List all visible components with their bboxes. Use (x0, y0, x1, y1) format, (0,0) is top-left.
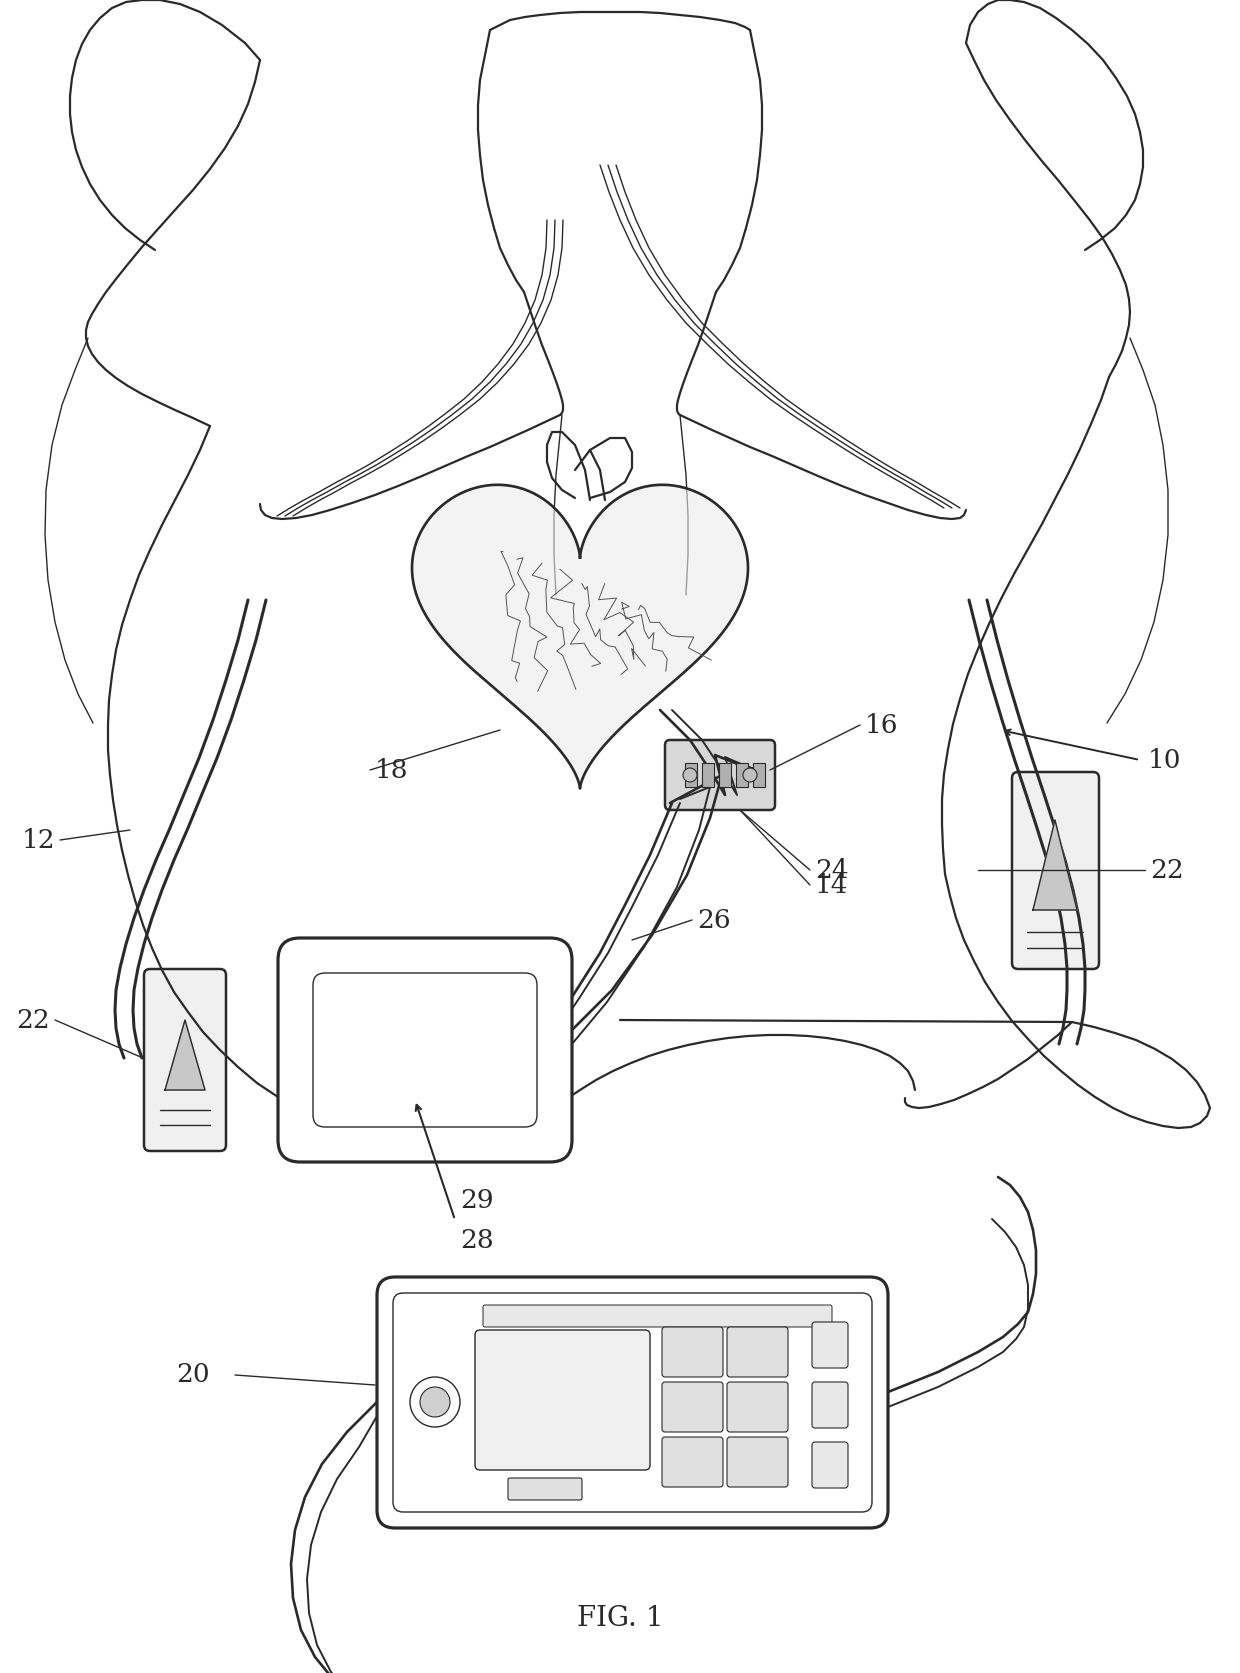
FancyBboxPatch shape (662, 1327, 723, 1377)
FancyBboxPatch shape (1012, 771, 1099, 969)
FancyBboxPatch shape (484, 1305, 832, 1327)
Circle shape (420, 1387, 450, 1417)
FancyBboxPatch shape (812, 1442, 848, 1487)
Circle shape (743, 768, 756, 781)
FancyBboxPatch shape (662, 1437, 723, 1487)
FancyBboxPatch shape (312, 974, 537, 1128)
FancyBboxPatch shape (393, 1293, 872, 1512)
FancyBboxPatch shape (377, 1276, 888, 1527)
Bar (719, 763, 732, 786)
Text: 28: 28 (460, 1228, 494, 1253)
Text: 22: 22 (1149, 858, 1184, 882)
Polygon shape (1033, 820, 1078, 910)
FancyBboxPatch shape (727, 1327, 787, 1377)
Bar (753, 763, 765, 786)
Text: FIG. 1: FIG. 1 (577, 1604, 663, 1631)
Text: 26: 26 (697, 907, 730, 932)
Text: 29: 29 (460, 1188, 494, 1213)
Text: 24: 24 (815, 858, 848, 882)
FancyBboxPatch shape (727, 1437, 787, 1487)
Text: 20: 20 (176, 1362, 210, 1387)
Text: 14: 14 (815, 873, 848, 897)
FancyBboxPatch shape (508, 1477, 582, 1501)
FancyBboxPatch shape (812, 1382, 848, 1429)
FancyBboxPatch shape (662, 1382, 723, 1432)
Bar (737, 763, 748, 786)
FancyBboxPatch shape (812, 1322, 848, 1369)
Circle shape (683, 768, 697, 781)
FancyBboxPatch shape (278, 939, 572, 1163)
Circle shape (410, 1377, 460, 1427)
FancyBboxPatch shape (144, 969, 226, 1151)
Polygon shape (165, 1021, 205, 1091)
FancyBboxPatch shape (727, 1382, 787, 1432)
Bar (702, 763, 714, 786)
Text: 16: 16 (866, 713, 899, 738)
Text: 18: 18 (374, 758, 408, 783)
Text: 10: 10 (1148, 748, 1182, 773)
Text: 22: 22 (16, 1007, 50, 1032)
Bar (684, 763, 697, 786)
FancyBboxPatch shape (665, 739, 775, 810)
Text: 12: 12 (21, 828, 55, 853)
FancyBboxPatch shape (475, 1330, 650, 1471)
Polygon shape (412, 485, 748, 788)
